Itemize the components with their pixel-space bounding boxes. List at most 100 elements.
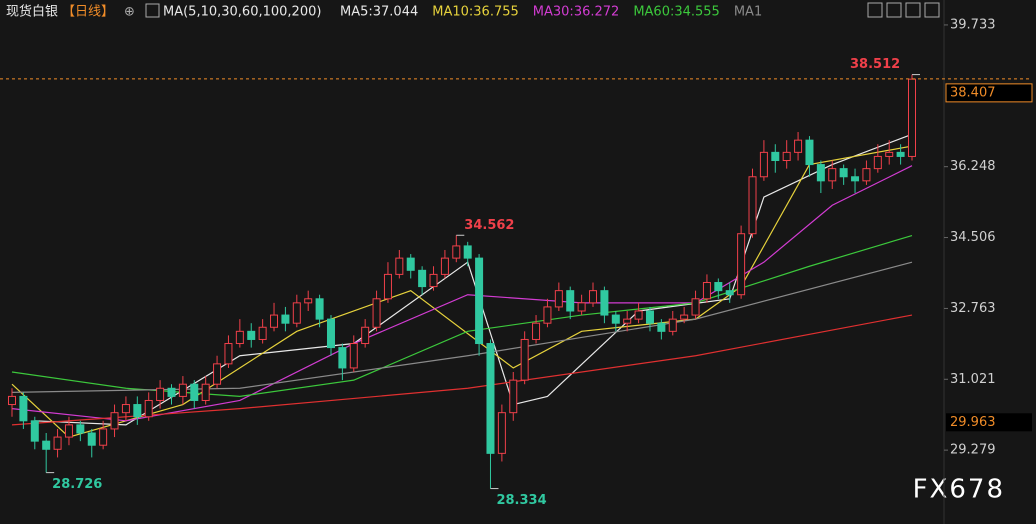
candle-body: [190, 383, 199, 401]
tool-button[interactable]: [886, 2, 902, 18]
candle-body: [816, 164, 825, 182]
candle-body: [748, 176, 757, 235]
candle-body: [19, 395, 28, 422]
annotation: 28.334: [496, 493, 546, 508]
candle-body: [589, 290, 598, 304]
candle-body: [509, 379, 518, 414]
ma-line: [11, 145, 913, 438]
ma-label: MA10:36.755: [432, 5, 519, 20]
candle-body: [372, 298, 381, 328]
candle-body: [668, 318, 677, 332]
candle-body: [805, 139, 814, 166]
candle-body: [8, 395, 16, 406]
candle-body: [224, 343, 233, 365]
candle-body: [338, 347, 347, 369]
candle-body: [680, 314, 689, 320]
ma-label: MA1: [734, 5, 762, 20]
ma-line: [11, 261, 913, 393]
y-tick-label: 39.733: [950, 17, 996, 32]
ma-line: [11, 165, 913, 422]
candle-body: [520, 338, 529, 381]
chart-title: 现货白银: [6, 4, 58, 20]
candle-body: [554, 290, 563, 308]
candle-body: [873, 155, 882, 170]
last-price-label: 38.407: [950, 85, 996, 100]
candle-body: [167, 387, 176, 397]
y-tick-label: 36.248: [950, 159, 996, 174]
ma-line: [34, 133, 913, 426]
candle-body: [121, 404, 130, 414]
candle-body: [429, 273, 438, 288]
candle-body: [759, 151, 768, 178]
candle-body: [645, 310, 654, 324]
candle-body: [349, 343, 358, 369]
candle-body: [178, 383, 187, 397]
candle-body: [908, 78, 916, 157]
candle-body: [566, 290, 575, 312]
candle-body: [42, 440, 51, 450]
candle-body: [440, 257, 449, 275]
candle-body: [532, 322, 541, 340]
ma-line: [11, 234, 913, 398]
candle-body: [577, 302, 586, 312]
ma-label: MA60:34.555: [633, 5, 720, 20]
candle-body: [110, 412, 119, 430]
candle-body: [144, 399, 153, 418]
candle-body: [725, 290, 734, 296]
candle-body: [463, 245, 472, 259]
candle-body: [156, 387, 165, 401]
candle-body: [657, 322, 666, 332]
candle-body: [782, 151, 791, 161]
candle-body: [771, 151, 780, 161]
candle-body: [691, 298, 700, 316]
candle-body: [247, 330, 256, 340]
candle-body: [851, 176, 860, 182]
candle-body: [87, 432, 96, 446]
candle-body: [99, 428, 108, 446]
candle-body: [383, 273, 392, 300]
ma-label: MA5:37.044: [340, 5, 418, 20]
candle-body: [361, 326, 370, 345]
candle-body: [452, 245, 461, 259]
candle-body: [702, 282, 711, 300]
candle-body: [406, 257, 415, 271]
y-tick-label: 32.763: [950, 301, 996, 316]
candle-body: [395, 257, 404, 275]
candle-body: [862, 168, 871, 182]
tool-button[interactable]: [867, 2, 883, 18]
candle-body: [839, 168, 848, 178]
ref-price-box: [946, 413, 1032, 432]
candle-body: [737, 233, 746, 296]
candle-body: [623, 318, 632, 324]
annotation: 28.726: [52, 477, 102, 492]
tool-button[interactable]: [905, 2, 921, 18]
candle-body: [235, 330, 244, 345]
candle-body: [30, 420, 39, 442]
candle-body: [292, 302, 301, 324]
candle-body: [133, 404, 142, 418]
candle-body: [270, 314, 279, 328]
candle-body: [475, 257, 484, 345]
candle-body: [600, 290, 609, 316]
ma-label: MA30:36.272: [533, 5, 620, 20]
candle-body: [896, 151, 905, 157]
candle-body: [794, 139, 803, 153]
candle-body: [64, 424, 73, 438]
candle-body: [281, 314, 290, 324]
ma-params: MA(5,10,30,60,100,200): [163, 5, 321, 20]
tool-button[interactable]: [924, 2, 940, 18]
period: 【日线】: [62, 5, 114, 20]
ref-price-label: 29.963: [950, 415, 996, 430]
candle-body: [828, 168, 837, 182]
candle-body: [258, 326, 267, 340]
candle-body: [418, 269, 427, 288]
settings-icon[interactable]: ⊕: [124, 5, 135, 20]
ma-line: [11, 314, 913, 426]
ma-icon[interactable]: [145, 3, 160, 18]
annotation: 34.562: [464, 218, 514, 233]
candle-body: [76, 424, 85, 434]
y-tick-label: 34.506: [950, 230, 996, 245]
candle-body: [53, 436, 62, 450]
